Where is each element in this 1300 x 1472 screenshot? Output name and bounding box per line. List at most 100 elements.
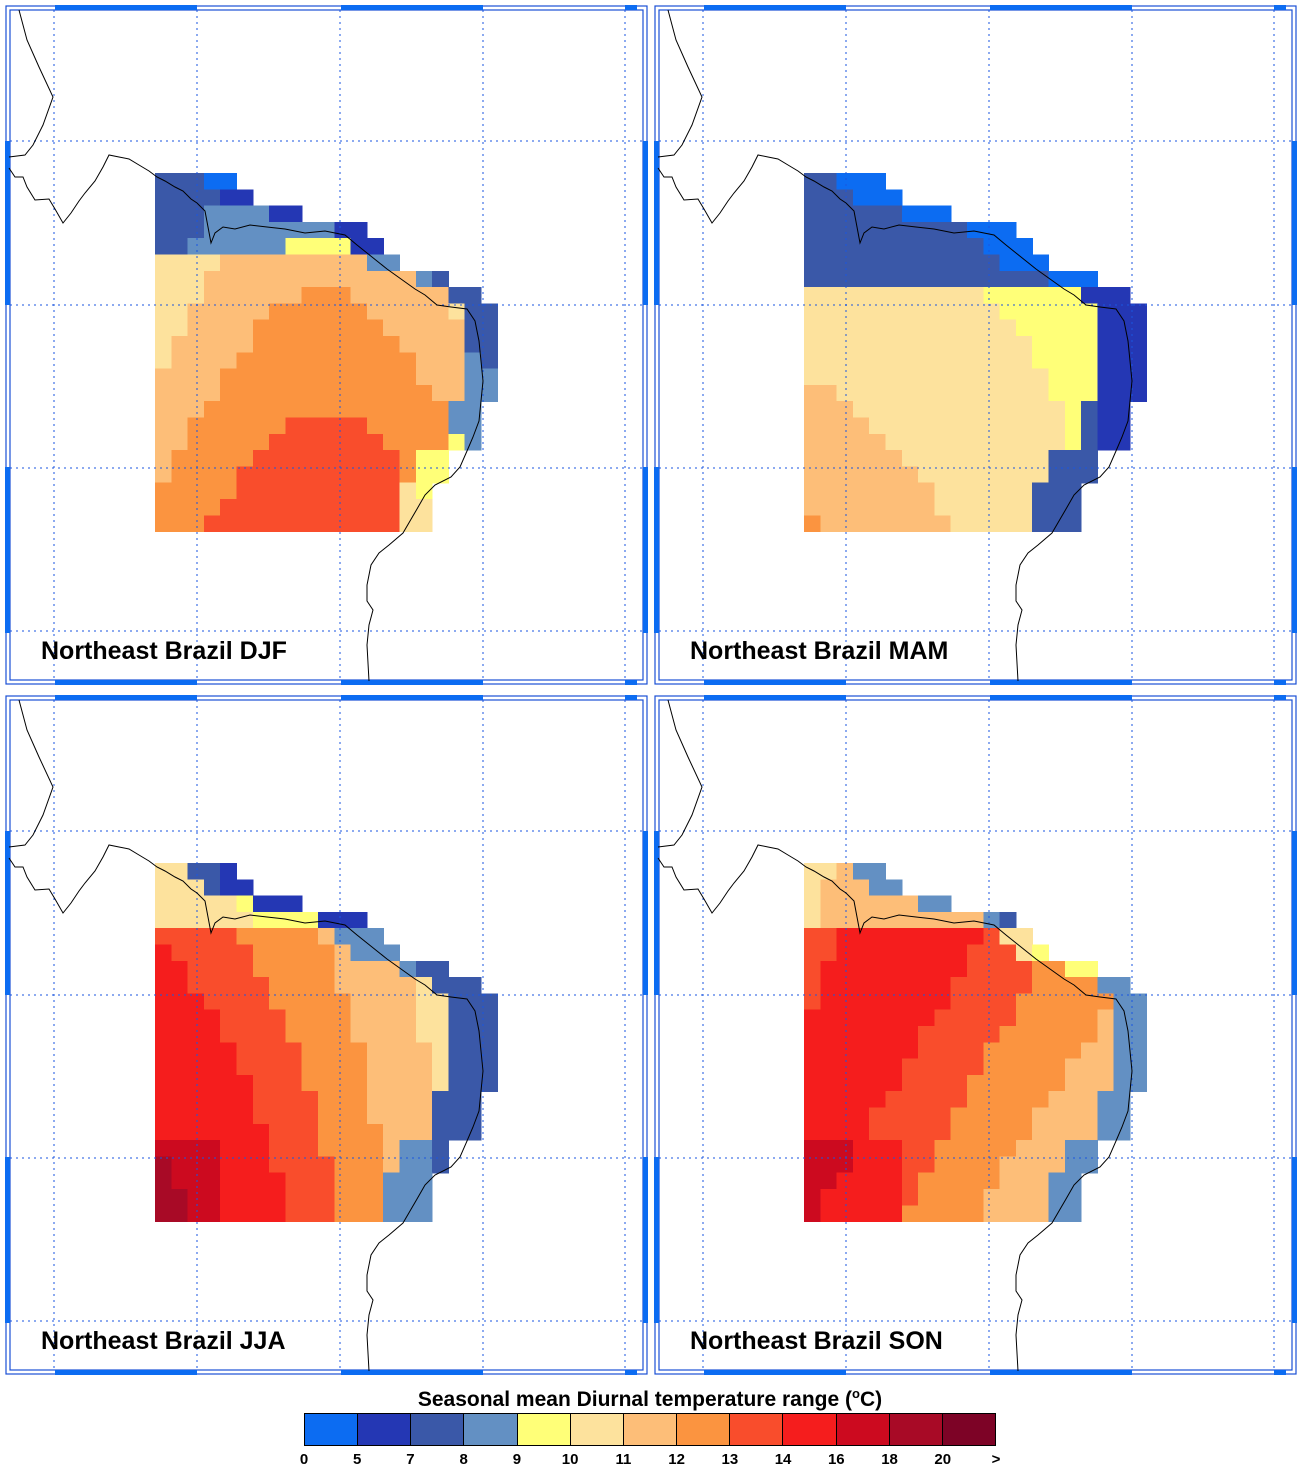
grid-cell — [918, 1042, 935, 1060]
grid-cell — [918, 254, 935, 272]
frame-tick-bottom-2 — [625, 680, 637, 685]
grid-cell — [415, 417, 433, 435]
grid-cell — [350, 1074, 368, 1092]
grid-cell — [285, 482, 303, 500]
grid-cell — [1113, 319, 1131, 337]
grid-cell — [155, 960, 172, 978]
grid-cell — [301, 401, 319, 419]
grid-cell — [269, 319, 286, 337]
grid-cell — [999, 499, 1017, 516]
grid-cell — [820, 1156, 838, 1174]
grid-cell — [187, 1107, 205, 1125]
grid-cell — [934, 928, 952, 946]
grid-cell — [1081, 1091, 1098, 1109]
grid-cell — [301, 287, 319, 304]
grid-cell — [187, 1156, 205, 1174]
frame-tick-left-1 — [5, 1157, 10, 1323]
grid-cell — [301, 960, 319, 978]
grid-cell — [885, 401, 903, 419]
grid-cell — [334, 1189, 352, 1206]
grid-cell — [155, 221, 172, 239]
grid-cell — [820, 1074, 838, 1092]
grid-cell — [999, 466, 1017, 484]
grid-cell — [999, 944, 1017, 962]
grid-cell — [869, 1042, 887, 1060]
grid-cell — [318, 977, 335, 994]
graticule-son — [659, 700, 1292, 1370]
grid-cell — [252, 944, 270, 962]
grid-cell — [852, 417, 870, 435]
grid-cell — [366, 238, 384, 256]
grid-cell — [448, 433, 466, 451]
grid-cell — [934, 368, 952, 386]
grid-cell — [252, 928, 270, 946]
grid-cell — [252, 993, 270, 1011]
grid-cell — [415, 336, 433, 353]
grid-cell — [804, 879, 821, 897]
grid-cell — [869, 944, 887, 962]
legend-tick-2: 7 — [406, 1451, 415, 1468]
grid-cell — [171, 1172, 189, 1190]
grid-cell — [836, 401, 854, 419]
grid-cell — [869, 336, 887, 353]
grid-cell — [220, 1156, 238, 1174]
grid-cell — [950, 928, 968, 946]
grid-cell — [1064, 384, 1082, 402]
grid-cell — [269, 1042, 286, 1060]
grid-cell — [869, 1140, 887, 1157]
grid-cell — [918, 1205, 935, 1223]
grid-cell — [918, 499, 935, 516]
grid-cell — [820, 977, 838, 994]
grid-cell — [869, 303, 887, 321]
grid-cell — [171, 205, 189, 223]
grid-cell — [203, 352, 221, 370]
grid-cell — [950, 238, 968, 256]
grid-cell — [869, 1189, 887, 1206]
grid-cell — [155, 303, 172, 321]
grid-cell — [252, 254, 270, 272]
grid-cell — [901, 1172, 919, 1190]
grid-cell — [399, 1058, 417, 1076]
grid-cell — [1130, 1058, 1147, 1076]
grid-cell — [171, 960, 189, 978]
grid-cell — [950, 368, 968, 386]
grid-cell — [236, 911, 254, 929]
grid-cell — [1081, 384, 1098, 402]
legend-swatch-2 — [411, 1414, 465, 1445]
grid-cell — [301, 221, 319, 239]
grid-cell — [820, 189, 838, 207]
grid-cell — [1048, 303, 1066, 321]
grid-cell — [885, 515, 903, 533]
grid-cell — [318, 417, 335, 435]
grid-cell — [252, 515, 270, 533]
grid-cell — [318, 270, 335, 288]
grid-cell — [334, 368, 352, 386]
grid-cell — [334, 417, 352, 435]
grid-cell — [220, 895, 238, 913]
grid-cell — [203, 1074, 221, 1092]
grid-cell — [203, 879, 221, 897]
grid-cell — [269, 384, 286, 402]
grid-cell — [366, 1189, 384, 1206]
grid-cell — [804, 1156, 821, 1174]
grid-cell — [901, 368, 919, 386]
grid-cell — [901, 1189, 919, 1206]
grid-cell — [934, 319, 952, 337]
grid-cell — [999, 1156, 1017, 1174]
grid-cell — [269, 401, 286, 419]
grid-cell — [1032, 336, 1050, 353]
grid-cell — [852, 205, 870, 223]
grid-cell — [1081, 319, 1098, 337]
grid-cell — [285, 1058, 303, 1076]
grid-cell — [155, 944, 172, 962]
grid-cell — [967, 499, 984, 516]
grid-cell — [1032, 1074, 1050, 1092]
grid-cell — [836, 515, 854, 533]
grid-cell — [269, 254, 286, 272]
grid-cell — [836, 254, 854, 272]
grid-cell — [869, 205, 887, 223]
grid-cell — [804, 1140, 821, 1157]
grid-cell — [901, 1205, 919, 1223]
grid-cell — [1064, 433, 1082, 451]
grid-cell — [318, 1172, 335, 1190]
